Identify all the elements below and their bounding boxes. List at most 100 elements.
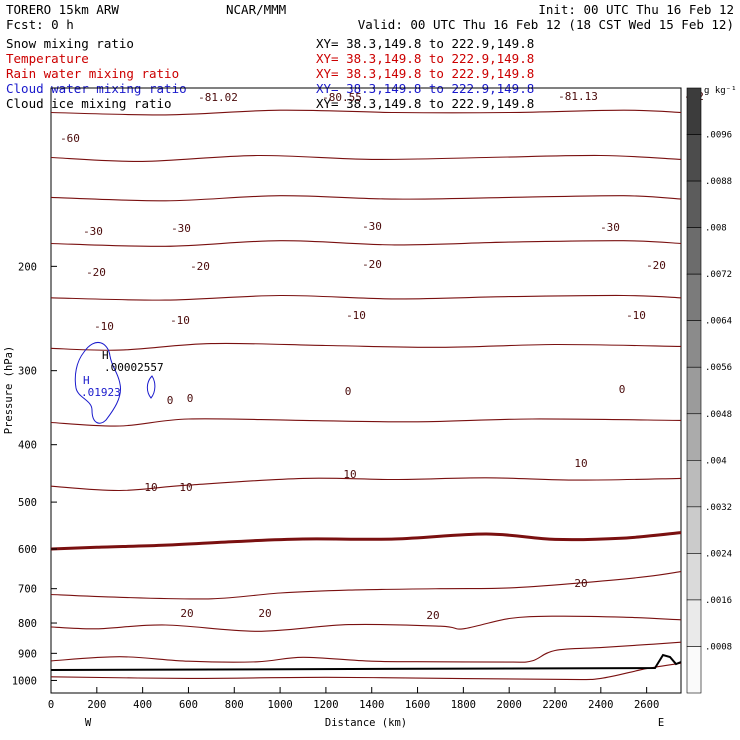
contour-label: 0 bbox=[345, 385, 352, 398]
contour-label: -30 bbox=[83, 225, 103, 238]
contour-label: 10 bbox=[179, 481, 192, 494]
legend: Snow mixing ratio XY= 38.3,149.8 to 222.9… bbox=[6, 36, 534, 111]
x-tick-label: 1000 bbox=[267, 699, 292, 711]
temperature-contour bbox=[50, 531, 682, 551]
contour-label: 10 bbox=[343, 468, 356, 481]
valid-time: Valid: 00 UTC Thu 16 Feb 12 (18 CST Wed … bbox=[358, 17, 734, 32]
legend-item-name: Snow mixing ratio bbox=[6, 36, 134, 51]
colorbar-tick-label: .0096 bbox=[705, 131, 732, 141]
colorbar-tick-label: .0032 bbox=[705, 503, 732, 513]
west-label: W bbox=[85, 717, 92, 729]
contour-label: 20 bbox=[180, 607, 193, 620]
contour-label: -30 bbox=[171, 222, 191, 235]
org-title: NCAR/MMM bbox=[226, 2, 286, 17]
contour-label: -20 bbox=[362, 258, 382, 271]
cloud-water-contours: H .00002557 H .01923 bbox=[74, 342, 164, 424]
colorbar-box bbox=[686, 506, 702, 554]
contour-label: -10 bbox=[170, 314, 190, 327]
temperature-contour bbox=[50, 109, 682, 116]
y-tick-label: 200 bbox=[18, 261, 37, 273]
legend-item-xy: XY= 38.3,149.8 to 222.9,149.8 bbox=[316, 51, 534, 66]
axes: 0 200 400 600 800 1000 1200 1400 1600 1800 2000 220… bbox=[12, 261, 660, 711]
colorbar-tick-label: .0008 bbox=[705, 642, 732, 652]
cloud-water-contour bbox=[146, 375, 156, 399]
colorbar-box bbox=[686, 320, 702, 368]
y-tick-label: 500 bbox=[18, 497, 37, 509]
temperature-contour bbox=[50, 477, 682, 492]
x-tick-label: 1200 bbox=[313, 699, 338, 711]
colorbar-box bbox=[686, 460, 702, 508]
temperature-contour bbox=[50, 418, 682, 427]
plot-frame bbox=[50, 87, 682, 694]
header: TORERO 15km ARW NCAR/MMM Init: 00 UTC Th… bbox=[6, 2, 734, 32]
temperature-contour bbox=[50, 342, 682, 351]
legend-item-xy: XY= 38.3,149.8 to 222.9,149.8 bbox=[316, 36, 534, 51]
x-tick-label: 2400 bbox=[588, 699, 613, 711]
contour-label: 20 bbox=[574, 577, 587, 590]
colorbar-box bbox=[686, 134, 702, 182]
contour-label: -20 bbox=[646, 259, 666, 272]
temperature-contours: -60 -30 -30 -30 -30 -20 -20 -20 -20 -10 -10 -10 -10 0… bbox=[50, 90, 704, 681]
init-time: Init: 00 UTC Thu 16 Feb 12 bbox=[538, 2, 734, 17]
cloud-water-contour bbox=[74, 342, 122, 424]
contour-label: 10 bbox=[144, 481, 157, 494]
contour-label: -30 bbox=[362, 220, 382, 233]
x-tick-label: 2600 bbox=[634, 699, 659, 711]
colorbar-tick-label: .0048 bbox=[705, 410, 732, 420]
contour-label: -80.55 bbox=[322, 91, 362, 104]
contour-label: -30 bbox=[600, 221, 620, 234]
y-tick-label: 600 bbox=[18, 544, 37, 556]
temperature-contour bbox=[50, 195, 682, 202]
cloud-water-high-value: .01923 bbox=[81, 386, 121, 399]
legend-item-xy: XY= 38.3,149.8 to 222.9,149.8 bbox=[316, 66, 534, 81]
colorbar-unit: g kg⁻¹ bbox=[704, 86, 737, 96]
contour-label: 0 bbox=[619, 383, 626, 396]
contour-label: -60 bbox=[60, 132, 80, 145]
temperature-contour bbox=[50, 571, 682, 600]
colorbar-box bbox=[686, 180, 702, 228]
temperature-contour bbox=[50, 641, 682, 663]
x-tick-label: 600 bbox=[179, 699, 198, 711]
colorbar-tick-label: .0072 bbox=[705, 270, 732, 280]
terrain-line bbox=[50, 653, 682, 671]
colorbar-box bbox=[686, 87, 702, 135]
forecast-hour: Fcst: 0 h bbox=[6, 17, 74, 32]
x-tick-label: 400 bbox=[133, 699, 152, 711]
temperature-contour bbox=[50, 294, 682, 301]
contour-label: -10 bbox=[94, 320, 114, 333]
colorbar-tick-label: .0064 bbox=[705, 317, 732, 327]
x-tick-label: 0 bbox=[48, 699, 54, 711]
contour-label: -10 bbox=[346, 309, 366, 322]
east-label: E bbox=[658, 717, 664, 729]
y-tick-label: 300 bbox=[18, 366, 37, 378]
contour-label: 20 bbox=[426, 609, 439, 622]
cloud-water-high-value: .00002557 bbox=[104, 361, 164, 374]
model-title: TORERO 15km ARW bbox=[6, 2, 119, 17]
x-tick-label: 2000 bbox=[497, 699, 522, 711]
x-tick-label: 800 bbox=[225, 699, 244, 711]
colorbar-tick-label: .0056 bbox=[705, 363, 732, 373]
y-tick-label: 800 bbox=[18, 618, 37, 630]
colorbar-box bbox=[686, 227, 702, 275]
temperature-contour bbox=[50, 615, 682, 632]
y-tick-label: 900 bbox=[18, 648, 37, 660]
contour-label: -20 bbox=[190, 260, 210, 273]
contour-label: 10 bbox=[574, 457, 587, 470]
temperature-contour bbox=[50, 662, 682, 681]
contour-label: 20 bbox=[258, 607, 271, 620]
colorbar-box bbox=[686, 273, 702, 321]
colorbar-box bbox=[686, 413, 702, 461]
colorbar-box bbox=[686, 366, 702, 415]
x-axis-label: Distance (km) bbox=[325, 717, 407, 729]
contour-label: -10 bbox=[626, 309, 646, 322]
colorbar-tick-label: .0024 bbox=[705, 549, 732, 559]
legend-item-name: Rain water mixing ratio bbox=[6, 66, 179, 81]
colorbar-box bbox=[686, 553, 702, 601]
contour-label: 0 bbox=[167, 394, 174, 407]
y-tick-label: 700 bbox=[18, 584, 37, 596]
legend-item-name: Cloud ice mixing ratio bbox=[6, 96, 172, 111]
x-tick-label: 1600 bbox=[405, 699, 430, 711]
x-tick-label: 1400 bbox=[359, 699, 384, 711]
x-tick-label: 200 bbox=[87, 699, 106, 711]
